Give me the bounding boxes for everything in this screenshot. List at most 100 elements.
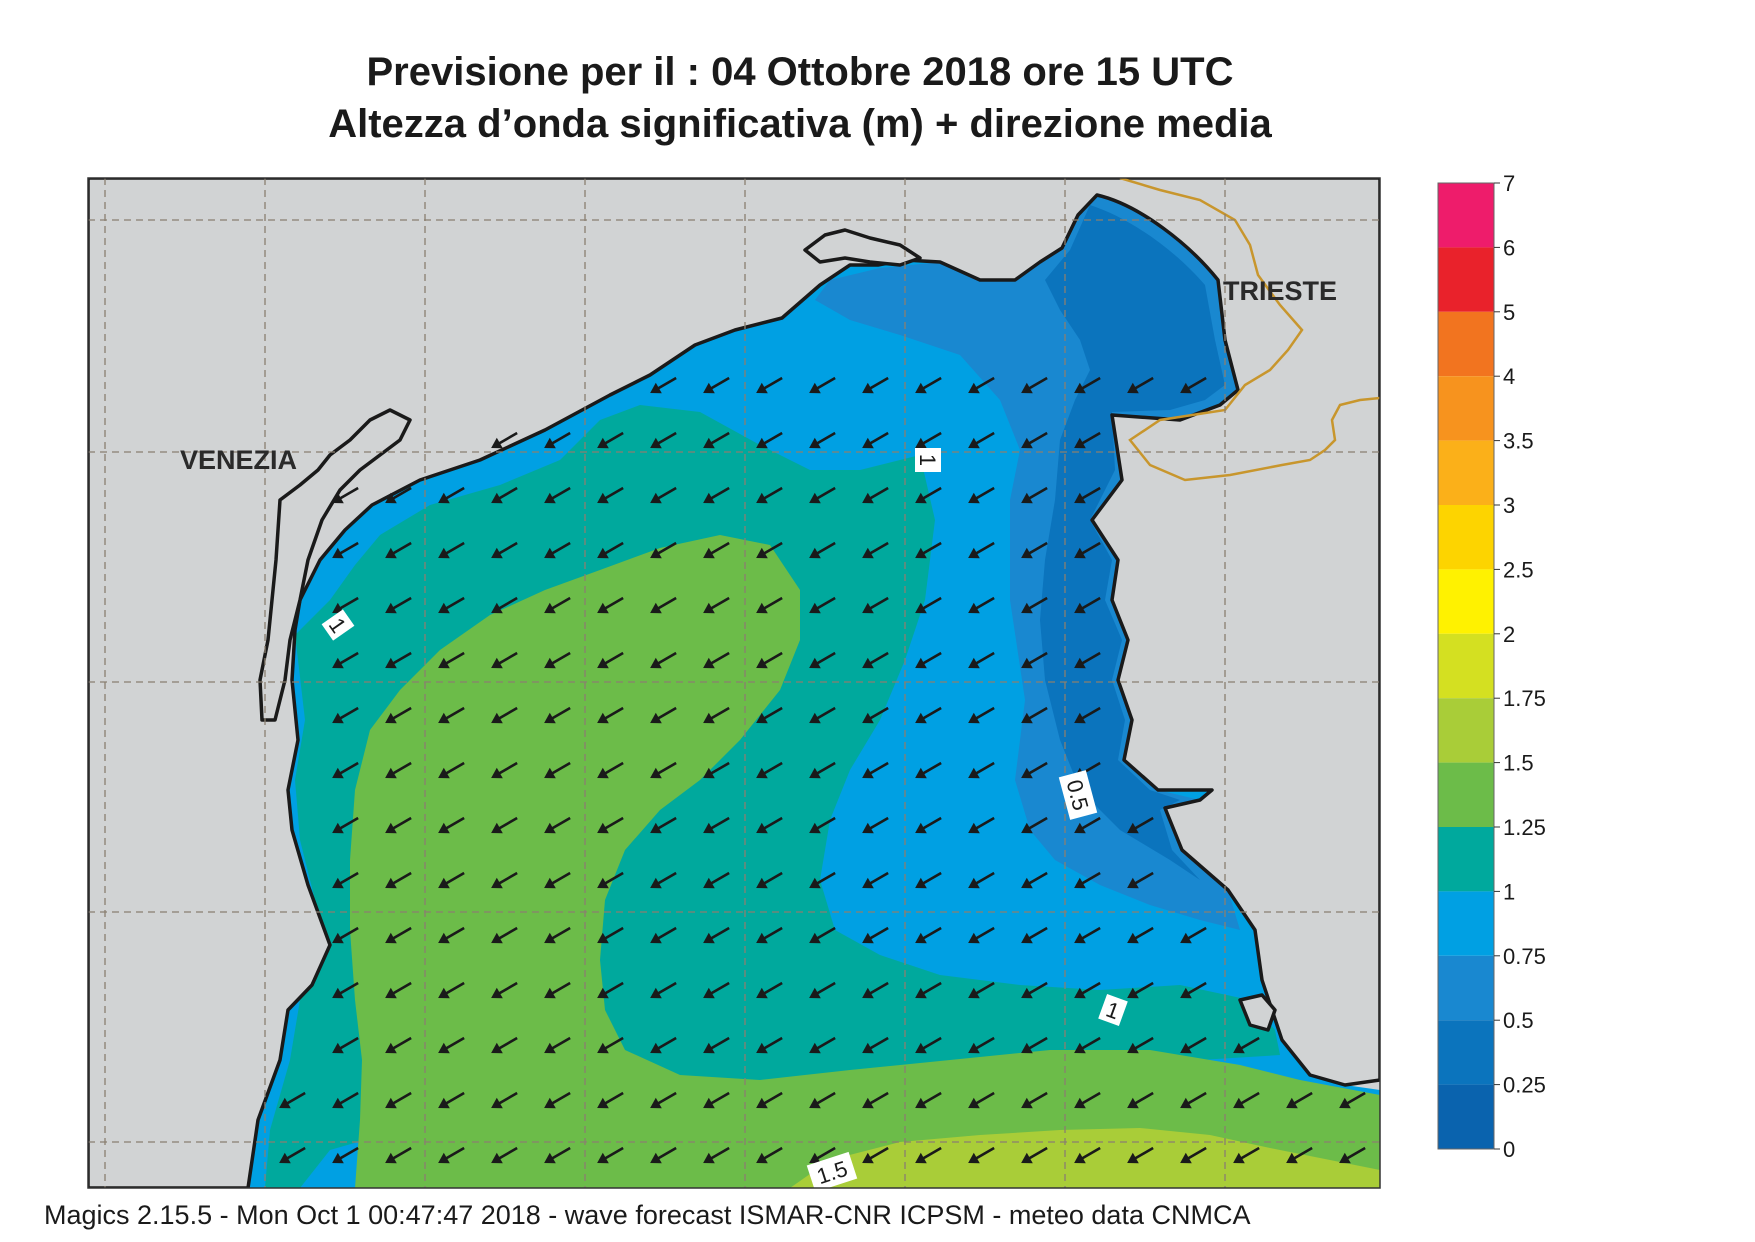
wave-direction-arrow (968, 486, 995, 504)
wave-direction-arrow (1127, 981, 1154, 999)
wave-direction-arrow (1286, 1146, 1313, 1164)
legend-tick-label: 0.5 (1503, 1008, 1534, 1033)
land-masses (88, 178, 1380, 1188)
wave-direction-arrow (438, 541, 465, 559)
wave-direction-arrow (1127, 816, 1154, 834)
legend-swatch (1438, 311, 1494, 377)
wave-direction-arrow (809, 596, 836, 614)
wave-direction-arrow (915, 1091, 942, 1109)
wave-direction-arrow (597, 981, 624, 999)
wave-direction-arrow (650, 816, 677, 834)
wave-direction-arrow (809, 926, 836, 944)
wave-direction-arrow (597, 816, 624, 834)
contour-label-text: 1 (915, 454, 940, 466)
wave-direction-arrow (491, 816, 518, 834)
wave-direction-arrow (1180, 376, 1207, 394)
wave-direction-arrow (385, 651, 412, 669)
wave-direction-arrow (332, 651, 359, 669)
wave-direction-arrow (1180, 926, 1207, 944)
wave-direction-arrow (809, 871, 836, 889)
wave-direction-arrow (1074, 431, 1101, 449)
legend-swatch (1438, 633, 1494, 699)
wave-direction-arrow (491, 1091, 518, 1109)
wave-direction-arrow (915, 596, 942, 614)
wave-direction-arrow (385, 596, 412, 614)
wave-direction-arrow (491, 1146, 518, 1164)
forecast-title: Previsione per il : 04 Ottobre 2018 ore … (366, 50, 1234, 94)
wave-direction-arrow (862, 651, 889, 669)
wave-direction-arrow (915, 706, 942, 724)
wave-direction-arrow (1127, 1146, 1154, 1164)
wave-direction-arrow (650, 926, 677, 944)
legend-frame (1437, 182, 1495, 1150)
legend-swatch (1438, 698, 1494, 763)
wave-direction-arrow (1127, 871, 1154, 889)
wave-direction-arrow (1021, 706, 1048, 724)
wave-direction-arrow (703, 486, 730, 504)
wave-direction-arrow (491, 926, 518, 944)
contour-label: 1 (915, 448, 941, 472)
legend-tick-label: 7 (1503, 171, 1515, 196)
legend-tick-label: 1 (1503, 879, 1515, 904)
wave-direction-arrow (862, 486, 889, 504)
wave-direction-arrow (809, 376, 836, 394)
wave-direction-arrow (597, 541, 624, 559)
wave-direction-arrow (915, 981, 942, 999)
wave-direction-arrow (332, 926, 359, 944)
wave-direction-arrow (862, 431, 889, 449)
wave-direction-arrow (332, 1146, 359, 1164)
wave-direction-arrow (756, 981, 783, 999)
wave-direction-arrow (703, 376, 730, 394)
wave-direction-arrow (915, 1146, 942, 1164)
wave-direction-arrow (597, 596, 624, 614)
graticule (88, 178, 1380, 1188)
wave-direction-arrow (1074, 376, 1101, 394)
legend-tick-label: 0.75 (1503, 944, 1546, 969)
wave-direction-arrow (332, 761, 359, 779)
wave-direction-arrow (438, 1036, 465, 1054)
wave-direction-arrow (968, 981, 995, 999)
wave-direction-arrow (703, 1146, 730, 1164)
wave-direction-arrow (1074, 871, 1101, 889)
wave-direction-arrow (703, 706, 730, 724)
wave-direction-arrow (650, 376, 677, 394)
wave-direction-arrow (703, 871, 730, 889)
wave-direction-arrow (1074, 596, 1101, 614)
wave-direction-arrow (385, 871, 412, 889)
wave-direction-arrow (915, 871, 942, 889)
wave-direction-arrow (968, 651, 995, 669)
wave-direction-arrow (1233, 1036, 1260, 1054)
wave-direction-arrow (597, 926, 624, 944)
wave-direction-arrow (650, 981, 677, 999)
legend-tick-label: 4 (1503, 364, 1515, 389)
wave-direction-arrow (915, 926, 942, 944)
wave-direction-arrow (491, 981, 518, 999)
wave-direction-arrow (650, 596, 677, 614)
wave-direction-arrow (1021, 926, 1048, 944)
wave-direction-arrow (809, 761, 836, 779)
wave-direction-arrow (756, 1091, 783, 1109)
wave-direction-arrow (809, 706, 836, 724)
wave-direction-arrow (703, 1091, 730, 1109)
wave-direction-arrow (544, 651, 571, 669)
wave-direction-arrow (862, 871, 889, 889)
legend-swatch (1438, 376, 1494, 441)
wave-direction-arrow (1233, 1091, 1260, 1109)
wave-direction-arrow (703, 541, 730, 559)
wave-direction-arrow (968, 706, 995, 724)
wave-direction-arrow (438, 706, 465, 724)
wave-direction-arrow (491, 541, 518, 559)
wave-direction-arrow (491, 871, 518, 889)
wave-direction-arrow (968, 1036, 995, 1054)
wave-direction-arrow (1180, 981, 1207, 999)
wave-direction-arrow (544, 816, 571, 834)
wave-direction-arrow (650, 541, 677, 559)
wave-direction-arrow (1021, 541, 1048, 559)
wave-direction-arrow (544, 761, 571, 779)
wave-direction-arrow (862, 1091, 889, 1109)
wave-direction-arrow (809, 1091, 836, 1109)
wave-direction-arrow (1074, 706, 1101, 724)
contour-label: 0.5 (1058, 770, 1098, 820)
wave-direction-arrow (756, 761, 783, 779)
